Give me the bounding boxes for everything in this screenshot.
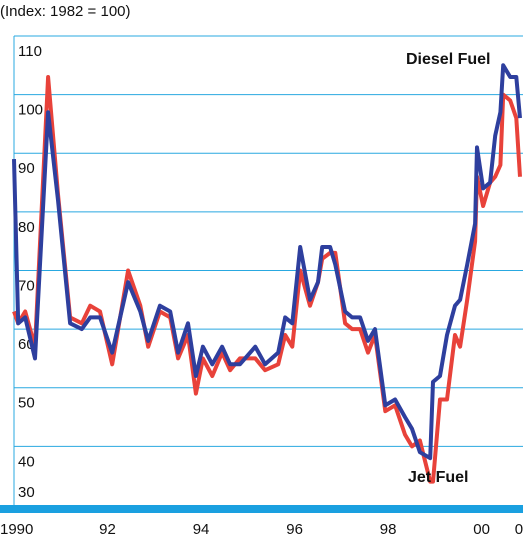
y-tick-label: 40 <box>18 453 35 470</box>
x-tick-label: 98 <box>380 521 397 538</box>
x-tick-label: 00 <box>473 521 490 538</box>
x-tick-label: 01 <box>515 521 523 538</box>
y-tick-label: 90 <box>18 160 35 177</box>
y-tick-label: 110 <box>18 43 42 60</box>
series-label: Diesel Fuel <box>406 51 490 68</box>
x-axis-band <box>0 505 523 513</box>
y-tick-label: 30 <box>18 484 35 501</box>
y-tick-label: 50 <box>18 395 35 412</box>
y-tick-label: 80 <box>18 219 35 236</box>
line-series <box>12 75 522 484</box>
series-label: Jet Fuel <box>408 469 468 486</box>
x-tick-label: 96 <box>286 521 303 538</box>
x-tick-label: 92 <box>99 521 116 538</box>
y-tick-label: 70 <box>18 277 35 294</box>
chart-subtitle: (Index: 1982 = 100) <box>0 3 131 20</box>
line-series <box>12 63 522 461</box>
x-tick-label: 1990 <box>0 521 33 538</box>
y-tick-label: 100 <box>18 102 43 119</box>
x-tick-label: 94 <box>193 521 210 538</box>
